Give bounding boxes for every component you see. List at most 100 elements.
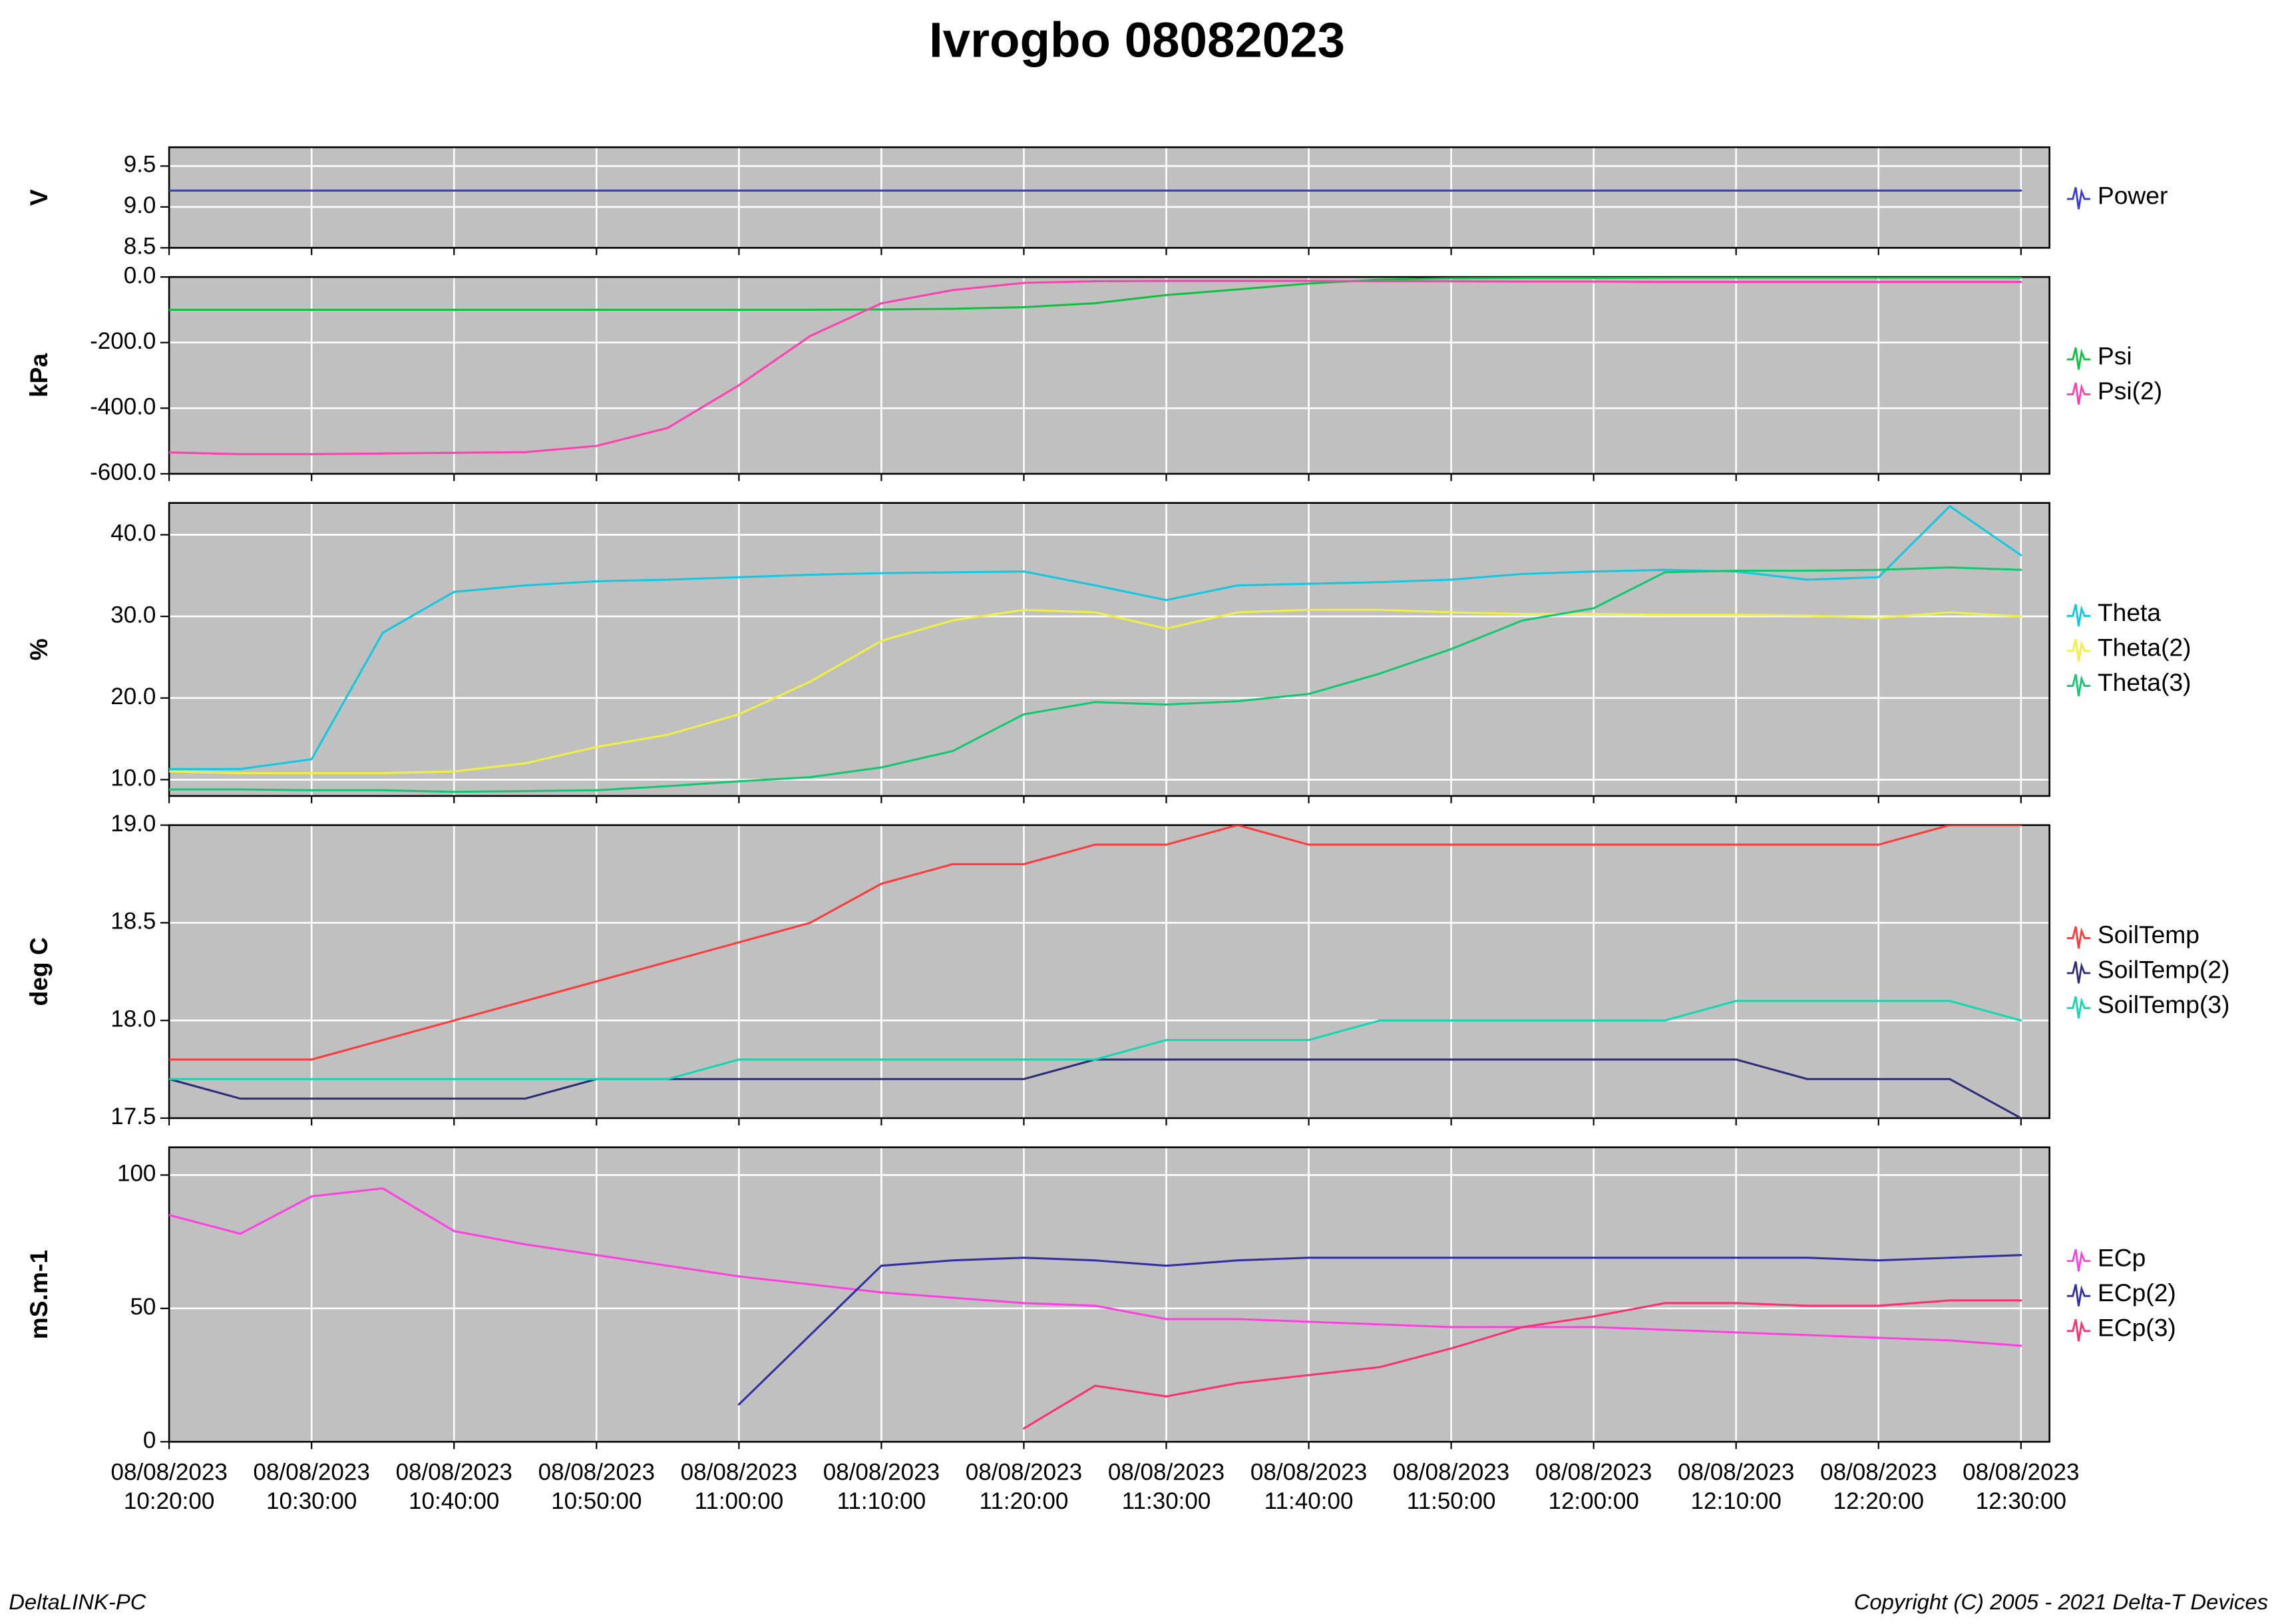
legend-icon [2066, 1319, 2090, 1342]
x-tick-line: 08/08/2023 [1963, 1460, 2079, 1486]
y-tick-label: 19.0 [110, 811, 156, 837]
legend-label: ECp(2) [2098, 1279, 2176, 1307]
x-tick-line: 08/08/2023 [396, 1460, 512, 1486]
legend-label: ECp(3) [2098, 1313, 2176, 1341]
x-tick-line: 12:10:00 [1691, 1488, 1782, 1514]
plot-frame [168, 824, 2050, 1119]
plot-area [169, 147, 2050, 248]
x-tick-line: 08/08/2023 [1250, 1460, 1367, 1486]
series-line [169, 1000, 2022, 1080]
y-tick-label: 50 [130, 1294, 156, 1320]
x-tick-line: 10:20:00 [124, 1488, 214, 1514]
x-tick-line: 08/08/2023 [681, 1460, 797, 1486]
x-tick-label: 08/08/2023 10:30:00 [254, 1460, 370, 1515]
plot-area [169, 1147, 2050, 1442]
y-tick-label: 18.0 [110, 1006, 156, 1032]
plot-area [169, 277, 2050, 474]
y-tick-label: 8.5 [124, 234, 156, 260]
y-tick-label: 40.0 [110, 520, 156, 546]
legend-label: ECp [2098, 1243, 2146, 1271]
y-tick-label: 100 [117, 1161, 156, 1187]
y-tick-label: 30.0 [110, 602, 156, 628]
y-tick-label: 20.0 [110, 684, 156, 710]
x-tick-line: 12:30:00 [1976, 1488, 2066, 1514]
y-tick-label: 18.5 [110, 909, 156, 934]
x-tick-line: 08/08/2023 [1678, 1460, 1794, 1486]
y-tick-label: 0 [143, 1427, 156, 1453]
x-tick-line: 08/08/2023 [110, 1460, 227, 1486]
x-tick-label: 08/08/2023 10:50:00 [538, 1460, 655, 1515]
legend-icon [2066, 604, 2090, 626]
x-tick-line: 08/08/2023 [1535, 1460, 1652, 1486]
legend-label: Theta(2) [2098, 634, 2191, 662]
legend-icon [2066, 926, 2090, 949]
x-tick-label: 08/08/2023 12:30:00 [1963, 1460, 2079, 1515]
series-line [169, 1187, 2022, 1347]
chart-title: Ivrogbo 08082023 [929, 12, 1345, 67]
plot-frame [168, 1146, 2050, 1443]
x-tick-label: 08/08/2023 11:50:00 [1393, 1460, 1509, 1515]
plot-frame [168, 502, 2050, 797]
plot-frame [168, 146, 2050, 249]
x-tick-label: 08/08/2023 11:30:00 [1108, 1460, 1225, 1515]
x-tick-label: 08/08/2023 12:00:00 [1535, 1460, 1652, 1515]
x-tick-line: 08/08/2023 [823, 1460, 940, 1486]
legend-icon [2066, 961, 2090, 984]
legend-icon [2066, 996, 2090, 1019]
x-tick-line: 11:30:00 [1122, 1488, 1211, 1514]
x-tick-label: 08/08/2023 11:00:00 [681, 1460, 797, 1515]
legend-icon [2066, 187, 2090, 210]
x-tick-line: 08/08/2023 [966, 1460, 1082, 1486]
x-tick-line: 11:50:00 [1407, 1488, 1496, 1514]
x-tick-line: 11:10:00 [837, 1488, 926, 1514]
legend-label: SoilTemp(2) [2098, 956, 2230, 984]
plot-area [169, 825, 2050, 1118]
series-line [169, 608, 2022, 775]
x-tick-label: 08/08/2023 11:40:00 [1250, 1460, 1367, 1515]
legend-label: Power [2098, 182, 2168, 210]
legend-label: SoilTemp [2098, 920, 2199, 948]
x-tick-line: 08/08/2023 [1820, 1460, 1937, 1486]
x-tick-line: 08/08/2023 [1393, 1460, 1509, 1486]
x-tick-line: 11:20:00 [980, 1488, 1069, 1514]
x-tick-line: 11:40:00 [1264, 1488, 1354, 1514]
x-tick-line: 10:40:00 [409, 1488, 499, 1514]
legend-icon [2066, 382, 2090, 405]
footer-left: DeltaLINK-PC [9, 1589, 146, 1614]
series-line [169, 277, 2022, 311]
x-tick-label: 08/08/2023 11:10:00 [823, 1460, 940, 1515]
legend-label: Psi(2) [2098, 377, 2162, 405]
y-axis-label: V [25, 189, 53, 206]
x-tick-label: 08/08/2023 11:20:00 [966, 1460, 1082, 1515]
series-line [737, 1254, 2022, 1406]
x-tick-line: 10:50:00 [551, 1488, 642, 1514]
x-tick-label: 08/08/2023 12:10:00 [1678, 1460, 1794, 1515]
y-tick-label: 17.5 [110, 1104, 156, 1129]
y-axis-label: deg C [25, 937, 53, 1006]
x-tick-label: 08/08/2023 10:40:00 [396, 1460, 512, 1515]
x-tick-line: 08/08/2023 [538, 1460, 655, 1486]
y-axis-label: % [25, 638, 53, 660]
y-tick-label: 9.0 [124, 192, 156, 218]
x-tick-line: 12:00:00 [1548, 1488, 1638, 1514]
y-tick-label: -200.0 [90, 328, 156, 354]
x-tick-line: 10:30:00 [266, 1488, 357, 1514]
y-axis-label: mS.m-1 [25, 1250, 53, 1339]
legend-label: Theta [2098, 598, 2161, 626]
y-tick-label: -400.0 [90, 394, 156, 420]
y-axis-label: kPa [25, 353, 53, 398]
x-tick-line: 08/08/2023 [254, 1460, 370, 1486]
x-tick-label: 08/08/2023 10:20:00 [110, 1460, 227, 1515]
series-line [169, 825, 2022, 1061]
series-line [1022, 1299, 2022, 1430]
y-tick-label: 10.0 [110, 765, 156, 791]
x-tick-line: 12:20:00 [1833, 1488, 1924, 1514]
y-tick-label: 9.5 [124, 152, 156, 178]
plot-area [169, 503, 2050, 796]
legend-label: Theta(3) [2098, 668, 2191, 696]
footer-right: Copyright (C) 2005 - 2021 Delta-T Device… [1854, 1589, 2268, 1614]
series-line [169, 280, 2022, 455]
x-tick-line: 08/08/2023 [1108, 1460, 1225, 1486]
legend-icon [2066, 674, 2090, 697]
legend-icon [2066, 1249, 2090, 1272]
